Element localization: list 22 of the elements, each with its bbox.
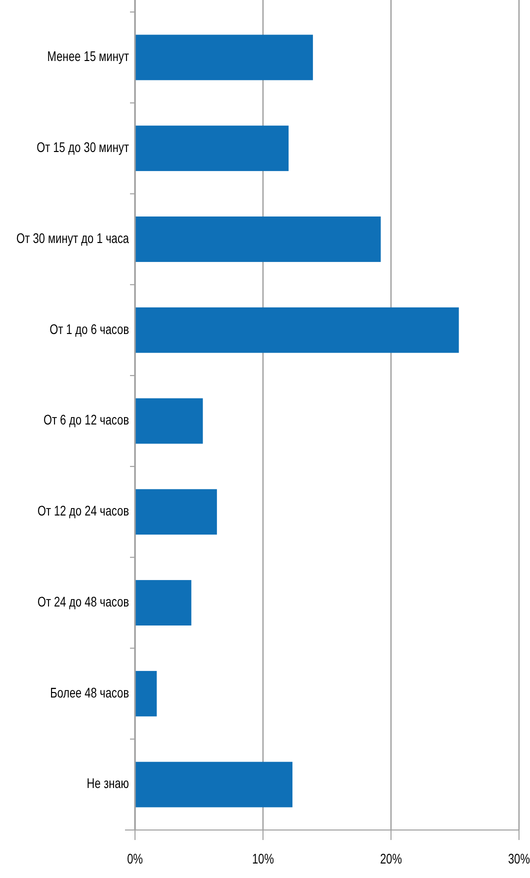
y-tick-label: Более 48 часов (50, 685, 130, 701)
bar (135, 762, 292, 808)
bar (135, 398, 203, 444)
bar (135, 34, 313, 80)
x-tick-label: 0% (127, 851, 143, 868)
y-tick-label: От 30 минут до 1 часа (16, 230, 130, 246)
y-tick-label: От 6 до 12 часов (44, 412, 130, 428)
y-tick-label: От 1 до 6 часов (50, 322, 130, 338)
bar (135, 489, 217, 535)
bar (135, 307, 459, 353)
y-tick-label: Не знаю (86, 776, 129, 792)
y-tick-label: От 12 до 24 часов (37, 503, 130, 519)
bar (135, 580, 192, 626)
bar (135, 216, 381, 262)
bar (135, 126, 289, 172)
y-tick-label: От 15 до 30 минут (36, 140, 130, 156)
x-tick-label: 30% (508, 851, 530, 868)
bar (135, 670, 157, 716)
y-tick-label: От 24 до 48 часов (37, 594, 130, 610)
x-tick-label: 20% (380, 851, 402, 868)
x-tick-label: 10% (252, 851, 274, 868)
y-tick-label: Менее 15 минут (47, 48, 130, 64)
